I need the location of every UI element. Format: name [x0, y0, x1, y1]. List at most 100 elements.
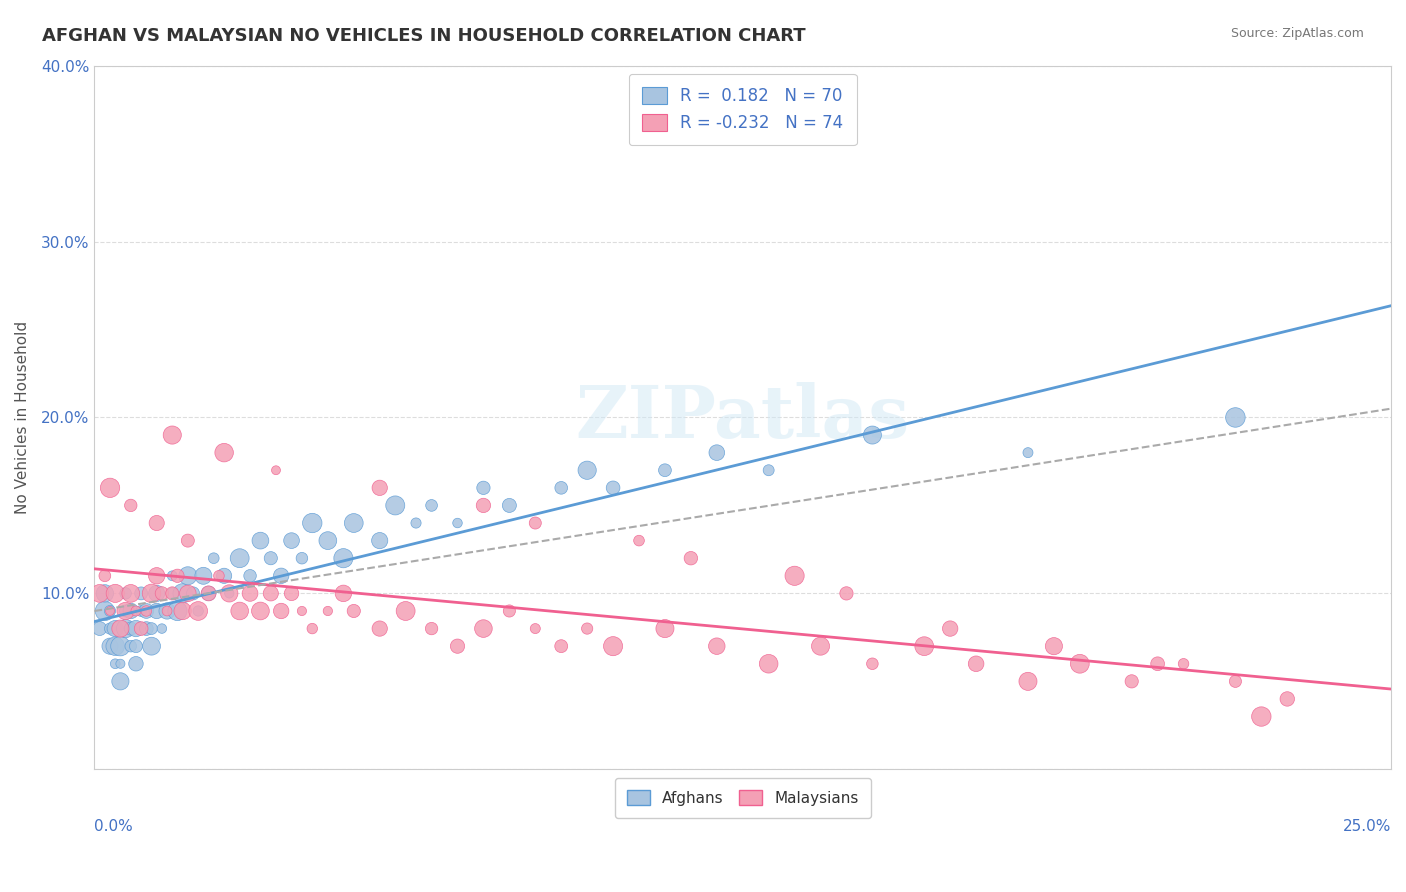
- Point: [405, 516, 427, 530]
- Point: [120, 622, 142, 636]
- Point: [125, 639, 148, 653]
- Point: [1250, 709, 1272, 723]
- Point: [1017, 674, 1039, 689]
- Point: [524, 516, 547, 530]
- Point: [472, 481, 495, 495]
- Point: [208, 569, 231, 583]
- Point: [218, 586, 240, 600]
- Point: [472, 499, 495, 513]
- Point: [187, 604, 209, 618]
- Point: [446, 639, 468, 653]
- Point: [98, 481, 121, 495]
- Point: [332, 551, 354, 566]
- Point: [114, 604, 136, 618]
- Point: [316, 533, 339, 548]
- Point: [98, 604, 121, 618]
- Point: [177, 569, 200, 583]
- Point: [135, 604, 157, 618]
- Point: [162, 428, 184, 442]
- Point: [94, 569, 117, 583]
- Point: [166, 569, 188, 583]
- Point: [120, 639, 142, 653]
- Point: [120, 586, 142, 600]
- Point: [446, 516, 468, 530]
- Point: [114, 586, 136, 600]
- Point: [576, 463, 599, 477]
- Point: [89, 622, 111, 636]
- Point: [135, 622, 157, 636]
- Point: [141, 622, 163, 636]
- Point: [912, 639, 935, 653]
- Point: [343, 516, 366, 530]
- Y-axis label: No Vehicles in Household: No Vehicles in Household: [15, 321, 30, 514]
- Point: [679, 551, 702, 566]
- Point: [197, 586, 219, 600]
- Point: [110, 674, 132, 689]
- Point: [228, 551, 250, 566]
- Point: [860, 428, 883, 442]
- Point: [280, 533, 302, 548]
- Point: [368, 481, 391, 495]
- Point: [498, 499, 520, 513]
- Point: [654, 622, 676, 636]
- Text: AFGHAN VS MALAYSIAN NO VEHICLES IN HOUSEHOLD CORRELATION CHART: AFGHAN VS MALAYSIAN NO VEHICLES IN HOUSE…: [42, 27, 806, 45]
- Point: [212, 445, 235, 459]
- Point: [98, 639, 121, 653]
- Point: [810, 639, 832, 653]
- Point: [104, 657, 127, 671]
- Text: 25.0%: 25.0%: [1343, 819, 1391, 834]
- Point: [301, 622, 323, 636]
- Point: [291, 604, 314, 618]
- Point: [162, 586, 184, 600]
- Point: [110, 622, 132, 636]
- Point: [602, 481, 624, 495]
- Point: [114, 622, 136, 636]
- Point: [291, 551, 314, 566]
- Point: [316, 604, 339, 618]
- Point: [939, 622, 962, 636]
- Point: [162, 569, 184, 583]
- Point: [270, 604, 292, 618]
- Point: [110, 657, 132, 671]
- Point: [162, 586, 184, 600]
- Point: [156, 604, 179, 618]
- Point: [135, 604, 157, 618]
- Point: [94, 586, 117, 600]
- Point: [129, 586, 152, 600]
- Point: [145, 516, 167, 530]
- Point: [145, 569, 167, 583]
- Point: [150, 586, 173, 600]
- Point: [212, 569, 235, 583]
- Point: [177, 533, 200, 548]
- Point: [783, 569, 806, 583]
- Point: [1173, 657, 1195, 671]
- Point: [420, 622, 443, 636]
- Point: [835, 586, 858, 600]
- Point: [301, 516, 323, 530]
- Point: [965, 657, 987, 671]
- Point: [498, 604, 520, 618]
- Point: [181, 586, 204, 600]
- Point: [602, 639, 624, 653]
- Point: [368, 622, 391, 636]
- Point: [270, 569, 292, 583]
- Point: [114, 604, 136, 618]
- Point: [172, 604, 194, 618]
- Point: [1277, 692, 1299, 706]
- Point: [524, 622, 547, 636]
- Point: [150, 622, 173, 636]
- Point: [249, 604, 271, 618]
- Point: [1017, 445, 1039, 459]
- Point: [280, 586, 302, 600]
- Point: [193, 569, 215, 583]
- Point: [172, 586, 194, 600]
- Point: [472, 622, 495, 636]
- Point: [1146, 657, 1168, 671]
- Point: [260, 586, 283, 600]
- Point: [104, 586, 127, 600]
- Point: [120, 604, 142, 618]
- Point: [384, 499, 406, 513]
- Point: [187, 604, 209, 618]
- Point: [125, 622, 148, 636]
- Point: [218, 586, 240, 600]
